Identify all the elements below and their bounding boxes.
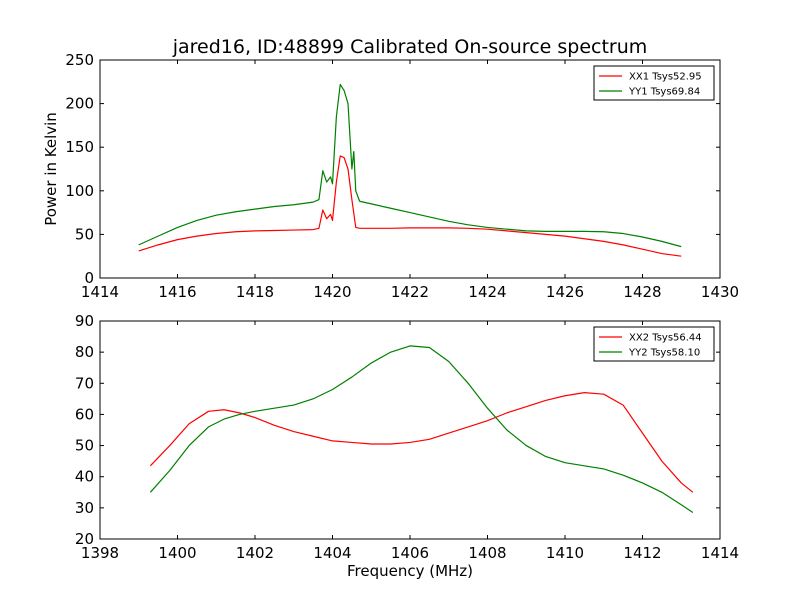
y-tick-label: 250 [65,51,94,69]
y-tick-label: 20 [75,530,94,548]
y-axis-label: Power in Kelvin [42,112,60,226]
x-tick-label: 1404 [313,544,351,562]
y-tick-label: 100 [65,182,94,200]
figure-title: jared16, ID:48899 Calibrated On-source s… [172,36,648,58]
legend-box [593,65,715,101]
series-line-2-2 [149,345,694,514]
x-tick-label: 1430 [701,283,739,301]
x-tick-label: 1416 [158,283,196,301]
legend: XX1 Tsys52.95 YY1 Tsys69.84 [593,65,715,101]
y-tick-label: 50 [75,225,94,243]
x-tick-label: 1426 [546,283,584,301]
series-line-1-2 [138,83,682,248]
x-tick-label: 1424 [468,283,506,301]
x-tick-label: 1408 [468,544,506,562]
x-tick-label: 1420 [313,283,351,301]
series-line-2-1 [149,392,694,493]
x-axis-label: Frequency (MHz) [347,562,473,580]
legend-entry: YY2 Tsys58.10 [628,348,700,359]
chart-panel-2: 1398 1400 1402 1404 1406 1408 1410 1412 1414 20 30… [75,312,739,580]
x-tick-label: 1406 [391,544,429,562]
x-tick-label: 1400 [158,544,196,562]
x-tick-label: 1412 [623,544,661,562]
x-tick-label: 1422 [391,283,429,301]
legend: XX2 Tsys56.44 YY2 Tsys58.10 [593,326,715,362]
y-tick-label: 200 [65,95,94,113]
y-tick-label: 30 [75,499,94,517]
legend-box [593,326,715,362]
chart-panel-1: 1414 1416 1418 1420 1422 1424 1426 1428 1430 0 50 1… [42,51,739,301]
y-tick-label: 0 [84,269,94,287]
y-tick-label: 80 [75,343,94,361]
y-tick-label: 150 [65,138,94,156]
series-line-1-1 [138,155,682,257]
x-tick-label: 1410 [546,544,584,562]
x-tick-label: 1418 [236,283,274,301]
y-tick-label: 60 [75,405,94,423]
y-tick-label: 50 [75,437,94,455]
x-tick-label: 1428 [623,283,661,301]
x-tick-label: 1398 [81,544,119,562]
legend-entry: YY1 Tsys69.84 [628,87,700,98]
panels: 1414 1416 1418 1420 1422 1424 1426 1428 14300501… [42,51,739,580]
y-tick-label: 70 [75,374,94,392]
y-tick-label: 90 [75,312,94,330]
x-tick-label: 1414 [81,283,119,301]
x-tick-label: 1414 [701,544,739,562]
legend-entry: XX1 Tsys52.95 [629,72,702,83]
x-tick-label: 1402 [236,544,274,562]
legend-entry: XX2 Tsys56.44 [629,333,702,344]
y-tick-label: 40 [75,468,94,486]
